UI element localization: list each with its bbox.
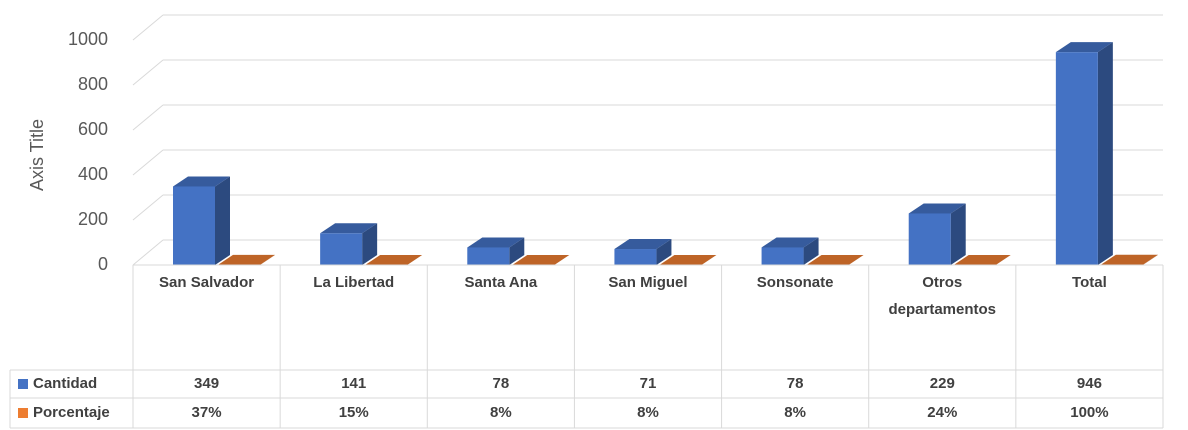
bar-top xyxy=(806,254,864,265)
bar-side xyxy=(215,176,230,265)
table-value: 229 xyxy=(930,375,955,392)
table-value: 8% xyxy=(490,404,512,421)
legend-label: Porcentaje xyxy=(33,404,110,421)
x-tick-label-box: San Miguel xyxy=(608,274,688,291)
bar-top xyxy=(173,176,230,187)
bar xyxy=(1055,42,1113,266)
bar-side xyxy=(407,254,423,265)
bar-top xyxy=(467,237,525,248)
y-tick-label: 1000 xyxy=(68,29,108,49)
bar xyxy=(467,237,525,265)
bar-top xyxy=(953,254,1011,265)
bar-top xyxy=(218,254,275,265)
y-tick-label: 200 xyxy=(78,209,108,229)
bar-front xyxy=(173,186,215,265)
bar-side xyxy=(995,254,1011,265)
bar-front xyxy=(908,213,951,265)
x-tick-label-box: La Libertad xyxy=(313,274,395,291)
bar-side xyxy=(260,254,275,265)
bar-front xyxy=(320,233,363,265)
side-grid-line xyxy=(132,14,164,41)
side-grid-line xyxy=(132,149,164,176)
x-tick-label-box: Total xyxy=(1072,274,1107,291)
bar-top xyxy=(365,254,423,265)
bar-side xyxy=(554,254,570,265)
bar xyxy=(761,237,819,265)
bar xyxy=(320,223,378,265)
x-tick-label-box: Santa Ana xyxy=(464,274,538,291)
y-tick-label: 400 xyxy=(78,164,108,184)
side-grid-line xyxy=(132,104,164,131)
x-tick-label: San Miguel xyxy=(608,274,688,291)
table-value: 15% xyxy=(339,404,369,421)
x-tick-label: Total xyxy=(1072,274,1107,291)
table-value: 24% xyxy=(927,404,957,421)
table-value: 8% xyxy=(784,404,806,421)
bar-side xyxy=(701,254,717,265)
table-value: 349 xyxy=(194,375,219,392)
bar-front xyxy=(1055,52,1098,266)
x-tick-label-box: San Salvador xyxy=(159,274,255,291)
bar-top xyxy=(1100,254,1158,265)
bar-top xyxy=(908,203,966,214)
bar-side xyxy=(362,223,378,265)
y-tick-label: 0 xyxy=(98,254,108,274)
bar-side xyxy=(950,203,966,265)
bar-top xyxy=(761,237,819,248)
bar xyxy=(614,239,672,265)
x-tick-label-box: Otros departamentos xyxy=(888,274,997,318)
bar-side xyxy=(1097,42,1113,266)
bar-front xyxy=(614,249,657,265)
x-tick-label: Otros departamentos xyxy=(888,274,997,318)
table-value: 78 xyxy=(787,375,804,392)
table-value: 8% xyxy=(637,404,659,421)
bar-side xyxy=(803,237,819,265)
x-tick-label: La Libertad xyxy=(313,274,395,291)
x-tick-label-box: Sonsonate xyxy=(756,274,834,291)
bar xyxy=(908,203,966,265)
bar-side xyxy=(1142,254,1158,265)
bar-side xyxy=(509,237,525,265)
x-tick-label: Santa Ana xyxy=(464,274,538,291)
bar-top xyxy=(1055,42,1113,53)
bar-side xyxy=(848,254,864,265)
side-grid-line xyxy=(132,194,164,221)
table-value: 37% xyxy=(192,404,222,421)
table-value: 71 xyxy=(640,375,657,392)
table-value: 141 xyxy=(341,375,366,392)
legend-key xyxy=(18,379,28,389)
y-tick-label: 800 xyxy=(78,74,108,94)
bar-front xyxy=(467,247,510,265)
bar-front xyxy=(761,247,804,265)
x-tick-label: San Salvador xyxy=(159,274,255,291)
y-tick-label: 600 xyxy=(78,119,108,139)
side-grid-line xyxy=(132,59,164,86)
table-value: 100% xyxy=(1070,404,1108,421)
table-value: 78 xyxy=(493,375,510,392)
bar-top xyxy=(614,239,672,250)
bar xyxy=(173,176,230,265)
side-grid-line xyxy=(132,239,164,266)
bar-top xyxy=(659,254,717,265)
y-axis-title: Axis Title xyxy=(27,119,47,191)
table-value: 946 xyxy=(1077,375,1102,392)
bar-top xyxy=(512,254,570,265)
x-tick-label: Sonsonate xyxy=(756,274,834,291)
legend-key xyxy=(18,408,28,418)
bar-top xyxy=(320,223,378,234)
legend-label: Cantidad xyxy=(33,375,97,392)
bar-side xyxy=(656,239,672,265)
